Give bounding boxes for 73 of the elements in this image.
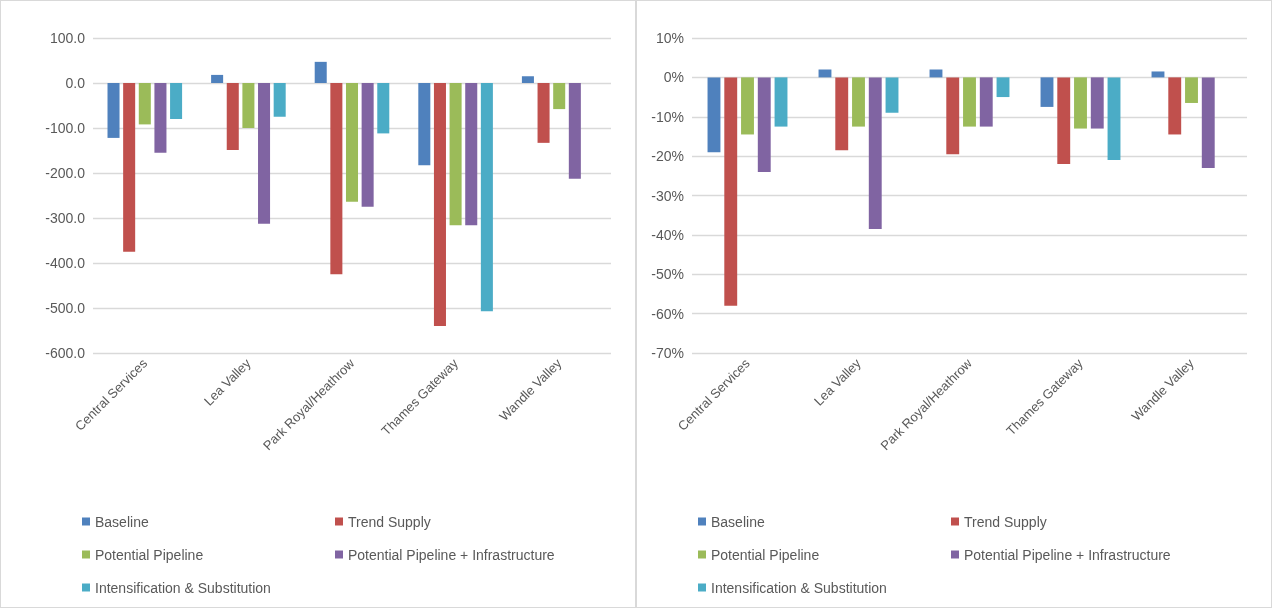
bar xyxy=(1040,77,1054,107)
bar xyxy=(521,76,534,83)
bar xyxy=(757,77,771,172)
bar xyxy=(449,83,462,226)
bar xyxy=(1074,77,1087,129)
bar xyxy=(226,83,239,151)
bar xyxy=(1107,77,1121,161)
legend-label: Intensification & Substitution xyxy=(711,579,887,596)
bar xyxy=(433,83,446,326)
bar xyxy=(377,83,390,134)
y-tick-label: 0.0 xyxy=(65,75,86,91)
bar xyxy=(418,83,431,166)
y-tick-label: -600.0 xyxy=(45,345,86,361)
bar xyxy=(724,77,738,306)
y-tick-label: -500.0 xyxy=(45,300,86,316)
bar xyxy=(154,83,167,153)
bar xyxy=(138,83,151,125)
bar xyxy=(868,77,882,229)
bar xyxy=(774,77,788,127)
y-tick-label: -50% xyxy=(651,266,684,283)
legend-label: Trend Supply xyxy=(348,513,431,530)
bar xyxy=(465,83,478,226)
legend-label: Potential Pipeline xyxy=(95,546,204,563)
y-tick-label: 0% xyxy=(663,69,684,86)
bar xyxy=(553,83,566,110)
bar xyxy=(963,77,976,127)
bar xyxy=(107,83,120,138)
bar xyxy=(330,83,343,275)
bar xyxy=(1201,77,1215,168)
y-tick-label: -100.0 xyxy=(45,120,86,136)
legend-label: Intensification & Substitution xyxy=(95,579,271,596)
bar xyxy=(1168,77,1182,135)
y-tick-label: 100.0 xyxy=(49,30,86,46)
y-tick-label: -10% xyxy=(651,108,684,125)
bar xyxy=(1057,77,1071,164)
bar xyxy=(996,77,1010,98)
legend-label: Baseline xyxy=(95,513,149,530)
y-tick-label: -60% xyxy=(651,305,684,322)
bar xyxy=(1090,77,1104,129)
bar xyxy=(979,77,993,127)
bar xyxy=(170,83,183,119)
y-tick-label: -20% xyxy=(651,148,684,165)
y-tick-label: -70% xyxy=(651,345,684,361)
legend-label: Potential Pipeline xyxy=(711,546,820,563)
bar xyxy=(345,83,359,202)
y-tick-label: -300.0 xyxy=(45,210,86,226)
legend-label: Trend Supply xyxy=(964,513,1047,530)
legend-label: Baseline xyxy=(711,513,765,530)
bar xyxy=(885,77,899,113)
bar xyxy=(946,77,960,155)
bar xyxy=(1185,77,1198,103)
y-tick-label: -30% xyxy=(651,187,684,204)
bar xyxy=(211,74,224,83)
bar xyxy=(480,83,493,312)
legend-label: Potential Pipeline + Infrastructure xyxy=(964,546,1171,563)
bar xyxy=(242,83,255,128)
y-tick-label: -200.0 xyxy=(45,165,86,181)
bar xyxy=(258,83,271,224)
legend-label: Potential Pipeline + Infrastructure xyxy=(348,546,555,563)
bar xyxy=(707,77,721,153)
bar xyxy=(852,77,865,127)
bar xyxy=(1151,71,1165,78)
y-tick-label: 10% xyxy=(655,30,684,46)
bar xyxy=(123,83,136,252)
y-tick-label: -40% xyxy=(651,226,684,243)
y-tick-label: -400.0 xyxy=(45,255,86,271)
bar xyxy=(361,83,374,207)
bar xyxy=(537,83,550,143)
bar xyxy=(273,83,286,117)
bar xyxy=(741,77,754,135)
bar xyxy=(314,61,327,83)
bar xyxy=(568,83,581,179)
bar xyxy=(835,77,849,151)
